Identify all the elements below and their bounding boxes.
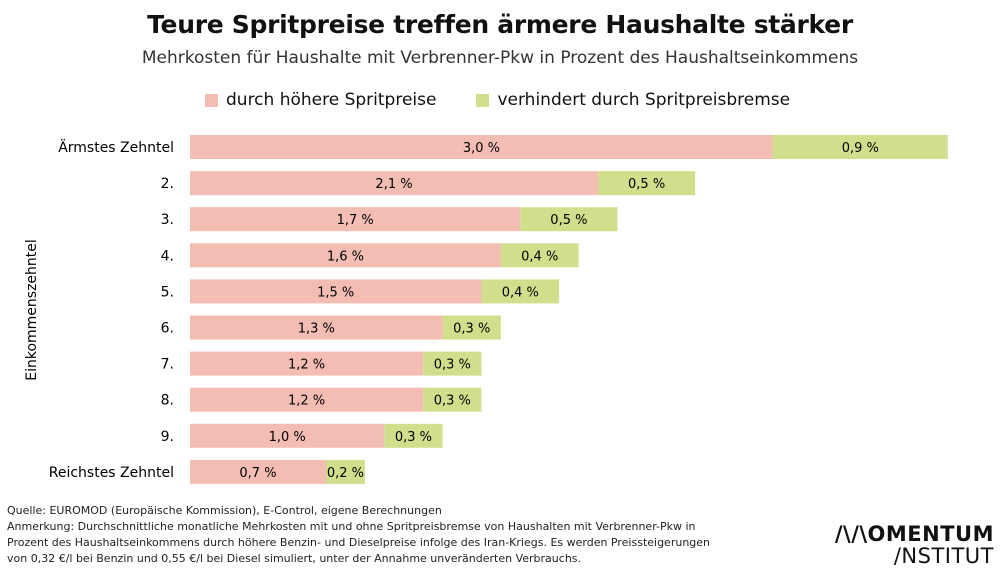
- category-label: 2.: [161, 176, 174, 192]
- legend-swatch: [205, 93, 218, 107]
- data-label: 0,4 %: [521, 249, 558, 264]
- data-label: 0,5 %: [628, 177, 665, 192]
- bar-segment-spritpreise: [190, 279, 482, 304]
- bar-segment-spritpreise: [190, 351, 424, 376]
- bar-segment-spritpreise: [190, 135, 773, 159]
- data-label: 2,1 %: [375, 177, 412, 192]
- bar-segment-bremse: [326, 459, 365, 484]
- footer: Quelle: EUROMOD (Europäische Kommission)…: [7, 503, 727, 567]
- data-label: 0,7 %: [239, 466, 276, 481]
- logo-line2: /NSTITUT: [893, 544, 994, 568]
- data-label: 1,0 %: [269, 430, 306, 445]
- bar-segment-bremse: [520, 207, 618, 232]
- logo-line1: /\/\OMENTUM: [834, 522, 994, 546]
- bar-segment-bremse: [598, 171, 696, 196]
- data-label: 0,3 %: [395, 430, 432, 445]
- category-label: Ärmstes Zehntel: [58, 138, 174, 156]
- category-label: 9.: [161, 429, 174, 445]
- legend-swatch: [476, 93, 490, 107]
- category-label: 7.: [161, 357, 174, 373]
- bar-segment-bremse: [500, 243, 579, 268]
- bar-segment-bremse: [423, 351, 482, 376]
- category-label: 5.: [161, 284, 174, 300]
- data-label: 1,3 %: [298, 322, 335, 337]
- bar-segment-bremse: [423, 387, 482, 412]
- bar-segment-bremse: [772, 135, 948, 159]
- data-label: 1,7 %: [337, 213, 374, 228]
- category-label: 6.: [161, 321, 174, 337]
- data-label: 3,0 %: [463, 141, 500, 156]
- source-text: Quelle: EUROMOD (Europäische Kommission)…: [7, 504, 442, 517]
- legend-label: durch höhere Spritpreise: [226, 90, 437, 110]
- category-label: Reichstes Zehntel: [49, 465, 174, 481]
- legend-item-bremse: verhindert durch Spritpreisbremse: [476, 90, 790, 110]
- data-label: 0,5 %: [550, 213, 587, 228]
- bar-segment-spritpreise: [190, 207, 521, 232]
- bar-segment-spritpreise: [190, 387, 424, 412]
- chart-title: Teure Spritpreise treffen ärmere Haushal…: [147, 10, 853, 39]
- momentum-logo: /\/\OMENTUM /NSTITUT: [835, 523, 994, 567]
- data-label: 0,3 %: [434, 358, 471, 373]
- legend: durch höhere Spritpreise verhindert durc…: [205, 90, 830, 110]
- data-label: 1,2 %: [288, 394, 325, 409]
- bar-chart: Einkommenszehntel Ärmstes Zehntel 3,0 % 0,9…: [24, 135, 948, 484]
- bar-segment-spritpreise: [190, 315, 443, 340]
- y-axis-label: Einkommenszehntel: [24, 239, 40, 381]
- bar-segment-bremse: [384, 423, 443, 448]
- data-label: 1,6 %: [327, 249, 364, 264]
- data-label: 1,2 %: [288, 358, 325, 373]
- category-label: 4.: [161, 248, 174, 264]
- bar-segment-spritpreise: [190, 423, 385, 448]
- note-text: Anmerkung: Durchschnittliche monatliche …: [7, 520, 711, 565]
- data-label: 1,5 %: [317, 285, 354, 300]
- data-label: 0,3 %: [453, 322, 490, 337]
- bar-segment-bremse: [481, 279, 560, 304]
- data-label: 0,4 %: [502, 285, 539, 300]
- bar-segment-spritpreise: [190, 243, 501, 268]
- legend-label: verhindert durch Spritpreisbremse: [497, 90, 791, 110]
- bar-segment-bremse: [442, 315, 501, 340]
- bar-segment-spritpreise: [190, 459, 327, 484]
- legend-item-spritpreise: durch höhere Spritpreise: [205, 90, 436, 110]
- data-label: 0,9 %: [842, 141, 879, 156]
- data-label: 0,3 %: [434, 394, 471, 409]
- data-label: 0,2 %: [327, 466, 364, 481]
- bar-segment-spritpreise: [190, 171, 599, 196]
- category-label: 8.: [161, 393, 174, 409]
- category-label: 3.: [161, 212, 174, 228]
- chart-subtitle: Mehrkosten für Haushalte mit Verbrenner-…: [141, 48, 859, 68]
